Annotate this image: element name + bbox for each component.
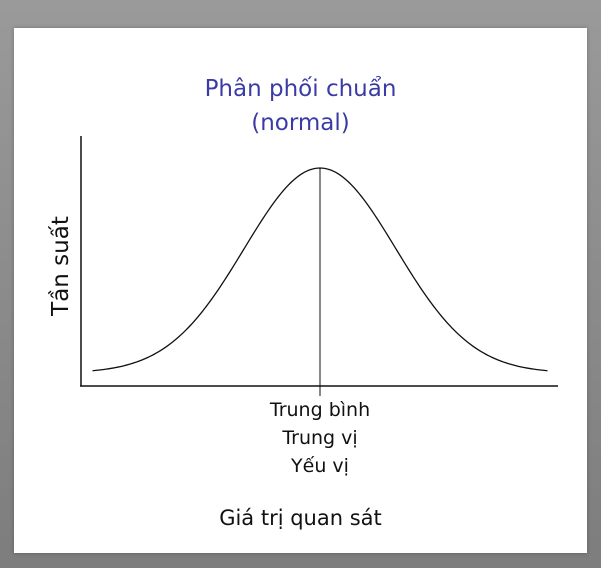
diagram-title: Phân phối chuẩn (normal) (14, 72, 587, 140)
label-median: Trung vị (282, 427, 358, 449)
center-labels: Trung bình Trung vị Yếu vị (270, 396, 370, 480)
x-axis-label: Giá trị quan sát (219, 506, 382, 530)
title-line-2: (normal) (251, 110, 350, 136)
bell-curve-plot (80, 136, 558, 396)
title-line-1: Phân phối chuẩn (204, 76, 397, 102)
label-mode: Yếu vị (291, 455, 349, 477)
label-mean: Trung bình (269, 399, 371, 421)
slide-card: Phân phối chuẩn (normal) Tần suất Trung … (14, 28, 587, 553)
